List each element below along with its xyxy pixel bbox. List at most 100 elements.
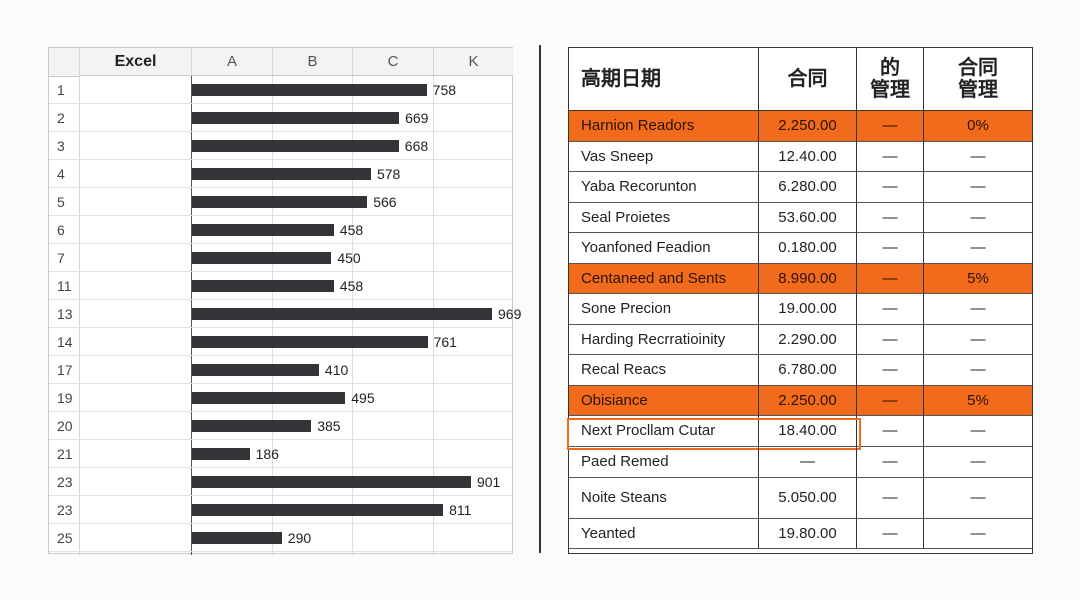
spreadsheet: Excel A B C K 1 758 2 669 3 668 4 578 5 566 6 458 7 450 11 4… bbox=[48, 47, 521, 555]
table-cell: 2.290.00 bbox=[758, 324, 856, 355]
row-number: 5 bbox=[57, 194, 65, 210]
row-number: 23 bbox=[57, 474, 73, 490]
row-line bbox=[49, 299, 513, 300]
row-number: 13 bbox=[57, 306, 73, 322]
table-cell: Paed Remed bbox=[569, 447, 758, 478]
column-header: Excel bbox=[79, 48, 191, 76]
bar bbox=[192, 392, 346, 404]
table-cell: — bbox=[923, 477, 1032, 519]
column-header: A bbox=[191, 48, 272, 76]
row-number: 7 bbox=[57, 250, 65, 266]
table-cell: 0% bbox=[923, 111, 1032, 142]
table-cell: 6.280.00 bbox=[758, 172, 856, 203]
column-line bbox=[191, 76, 192, 555]
table-cell: 19.00.00 bbox=[758, 294, 856, 325]
row-line bbox=[49, 551, 513, 552]
table-cell: Yaba Recorunton bbox=[569, 172, 758, 203]
table-cell: — bbox=[856, 294, 923, 325]
bar bbox=[192, 84, 427, 96]
bar-label: 410 bbox=[324, 362, 349, 378]
table-cell: Sone Precion bbox=[569, 294, 758, 325]
bar bbox=[192, 224, 334, 236]
table-cell: 2.250.00 bbox=[758, 111, 856, 142]
table-cell: — bbox=[856, 233, 923, 264]
bar bbox=[192, 476, 471, 488]
row-number: 21 bbox=[57, 446, 73, 462]
row-number: 14 bbox=[57, 334, 73, 350]
table-header: 合同 管理 bbox=[923, 48, 1032, 111]
row-line bbox=[49, 467, 513, 468]
table-header: 合同 bbox=[758, 48, 856, 111]
bar-label: 385 bbox=[317, 418, 341, 434]
row-line bbox=[49, 271, 513, 272]
column-header: C bbox=[352, 48, 433, 76]
bar bbox=[192, 140, 399, 152]
row-line bbox=[49, 327, 513, 328]
bar bbox=[192, 280, 334, 292]
table-cell: 18.40.00 bbox=[758, 416, 856, 447]
table-cell: — bbox=[923, 202, 1032, 233]
bar bbox=[192, 196, 368, 208]
column-header: B bbox=[272, 48, 352, 76]
bar bbox=[192, 420, 312, 432]
row-highlight bbox=[569, 263, 1032, 294]
table-cell: — bbox=[923, 518, 1032, 549]
row-number: 1 bbox=[57, 82, 65, 98]
table-cell: 53.60.00 bbox=[758, 202, 856, 233]
table-cell: — bbox=[923, 446, 1032, 478]
row-number: 20 bbox=[57, 418, 73, 434]
row-number: 11 bbox=[57, 278, 72, 294]
row-highlight bbox=[569, 111, 1032, 142]
table-cell: Yoanfoned Feadion bbox=[569, 233, 758, 264]
table-cell: 8.990.00 bbox=[758, 263, 856, 294]
table-header: 的 管理 bbox=[856, 48, 923, 111]
row-number: 3 bbox=[57, 138, 65, 154]
table-cell: Seal Proietes bbox=[569, 203, 758, 233]
table-cell: — bbox=[856, 518, 923, 549]
row-number: 23 bbox=[57, 502, 73, 518]
row-line bbox=[49, 355, 513, 356]
table-cell: — bbox=[923, 355, 1032, 386]
table-cell: Centaneed and Sents bbox=[569, 264, 758, 294]
bar bbox=[192, 448, 250, 460]
table-cell: Recal Reacs bbox=[569, 355, 758, 386]
table-cell: Noite Steans bbox=[569, 478, 758, 519]
row-line bbox=[49, 243, 513, 244]
data-table: 高期日期 合同的 管理 合同 管理 Harnion Readors 2.250.00—0… bbox=[567, 47, 1033, 554]
bar-label: 495 bbox=[351, 390, 375, 406]
bar bbox=[192, 532, 282, 544]
table-cell: — bbox=[856, 446, 923, 478]
row-line bbox=[49, 103, 513, 104]
bar-label: 186 bbox=[255, 446, 279, 462]
table-cell: 5% bbox=[923, 385, 1032, 416]
row-number: 2 bbox=[57, 110, 65, 126]
table-cell: — bbox=[923, 141, 1032, 172]
row-number: 4 bbox=[57, 166, 65, 182]
row-line bbox=[49, 383, 513, 384]
row-line bbox=[49, 411, 513, 412]
table-cell: 6.780.00 bbox=[758, 355, 856, 386]
table-cell: 2.250.00 bbox=[758, 385, 856, 416]
bar-label: 761 bbox=[433, 334, 457, 350]
table-cell: Vas Sneep bbox=[569, 142, 758, 172]
table-cell: 0.180.00 bbox=[758, 233, 856, 264]
bar-label: 811 bbox=[449, 502, 472, 518]
table-cell: — bbox=[856, 172, 923, 203]
table-cell: — bbox=[923, 233, 1032, 264]
bar-label: 901 bbox=[476, 474, 501, 490]
row-line bbox=[49, 215, 513, 216]
table-cell: — bbox=[856, 324, 923, 355]
table-cell: 12.40.00 bbox=[758, 141, 856, 172]
divider bbox=[539, 45, 541, 553]
table-cell: 5% bbox=[923, 263, 1032, 294]
corner-cell bbox=[49, 48, 79, 77]
row-number: 6 bbox=[57, 222, 65, 238]
bar-label: 458 bbox=[339, 278, 364, 294]
table-cell: — bbox=[758, 446, 856, 478]
row-number: 17 bbox=[57, 362, 73, 378]
bar bbox=[192, 308, 492, 320]
row-line bbox=[49, 159, 513, 160]
table-cell: — bbox=[856, 416, 923, 447]
table-cell: — bbox=[923, 172, 1032, 203]
